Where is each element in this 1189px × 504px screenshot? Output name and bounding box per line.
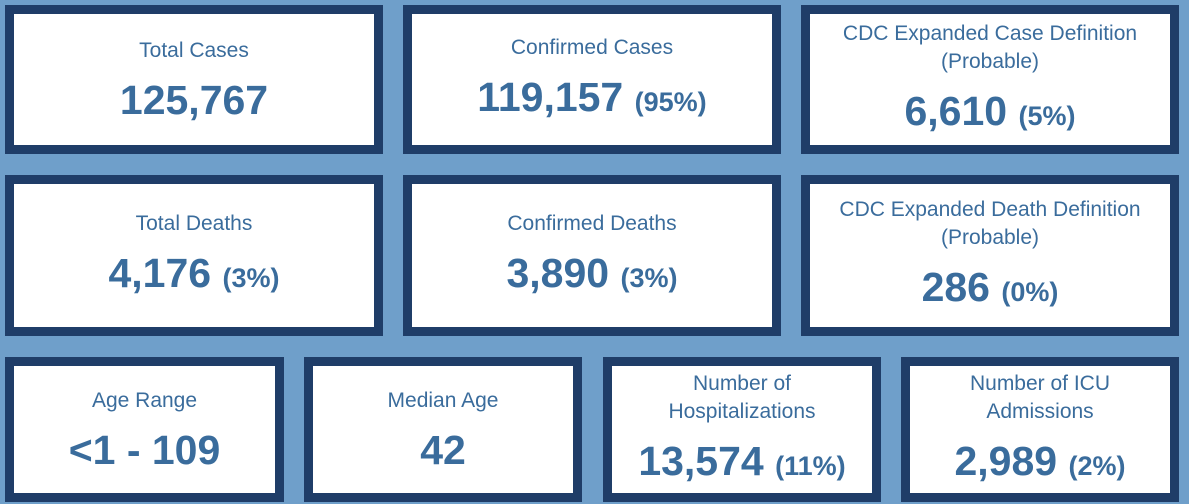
stat-card: Median Age 42	[304, 357, 582, 502]
stat-percent: (2%)	[1068, 451, 1126, 481]
stat-value: <1 - 109	[68, 426, 221, 473]
stat-card: Confirmed Cases 119,157 (95%)	[403, 5, 781, 154]
stat-label: Age Range	[91, 388, 198, 412]
stat-value-row: 125,767	[120, 77, 268, 123]
stat-value-row: 119,157 (95%)	[477, 74, 706, 125]
stat-card: CDC Expanded Death Definition (Probable)…	[801, 175, 1179, 336]
stat-value-row: 4,176 (3%)	[108, 250, 279, 301]
stat-label: Confirmed Cases	[510, 36, 674, 59]
stat-percent: (5%)	[1018, 101, 1076, 131]
stat-value-row: 286 (0%)	[922, 264, 1059, 315]
stat-card: Confirmed Deaths 3,890 (3%)	[403, 175, 781, 336]
stat-value: 2,989	[954, 438, 1058, 484]
stat-card: CDC Expanded Case Definition (Probable) 6…	[801, 5, 1179, 154]
stat-label: CDC Expanded Case Definition (Probable)	[842, 22, 1138, 73]
stat-card: Number of ICU Admissions 2,989 (2%)	[901, 357, 1179, 502]
stat-percent: (3%)	[620, 263, 678, 293]
stat-value: 42	[420, 426, 466, 473]
stat-value: 119,157	[477, 74, 624, 120]
stat-percent: (0%)	[1001, 277, 1059, 307]
stat-value-row: 2,989 (2%)	[954, 438, 1125, 489]
stat-value: 6,610	[904, 88, 1008, 134]
stat-label: Confirmed Deaths	[507, 212, 677, 235]
stat-percent: (11%)	[775, 451, 846, 481]
stat-card: Number of Hospitalizations 13,574 (11%)	[603, 357, 881, 502]
stat-value-row: 3,890 (3%)	[506, 250, 677, 301]
stat-value: 4,176	[108, 250, 212, 296]
stat-percent: (95%)	[634, 87, 707, 117]
stat-value: 3,890	[506, 250, 610, 296]
stat-value-row: 13,574 (11%)	[638, 438, 845, 489]
stat-value: 13,574	[638, 438, 764, 484]
stat-card: Total Deaths 4,176 (3%)	[5, 175, 383, 336]
stat-value-row: <1 - 109	[69, 427, 221, 473]
stat-label: Number of Hospitalizations	[668, 372, 816, 423]
stat-value-row: 42	[420, 427, 466, 473]
stat-value: 286	[921, 264, 990, 310]
stat-card: Total Cases 125,767	[5, 5, 383, 154]
stat-label: Total Deaths	[135, 212, 253, 235]
stat-label: Total Cases	[139, 38, 249, 62]
stat-value: 125,767	[119, 76, 269, 123]
stat-percent: (3%)	[222, 263, 280, 293]
stat-label: Number of ICU Admissions	[969, 372, 1111, 423]
stat-label: Median Age	[387, 388, 499, 412]
stat-card: Age Range <1 - 109	[5, 357, 284, 502]
stat-label: CDC Expanded Death Definition (Probable)	[839, 198, 1141, 249]
stat-value-row: 6,610 (5%)	[904, 88, 1075, 139]
